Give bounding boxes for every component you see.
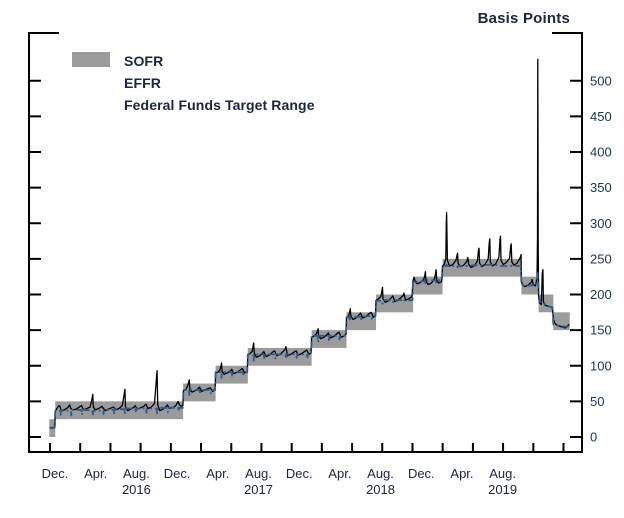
legend-item-effr: EFFR	[72, 53, 315, 92]
target-range-band	[538, 294, 554, 313]
x-year-label: 2017	[244, 482, 273, 497]
target-range-band	[376, 294, 414, 313]
y-tick-label: 0	[590, 430, 597, 445]
x-year-label: 2018	[366, 482, 395, 497]
x-tick-label: Apr.	[84, 466, 107, 481]
x-tick-label: Dec.	[286, 466, 313, 481]
legend-item-target-range: Federal Funds Target Range	[72, 52, 315, 114]
y-tick-label: 300	[590, 216, 612, 231]
x-tick-label: Aug.	[123, 466, 150, 481]
y-tick-label: 50	[590, 394, 604, 409]
legend-label: Federal Funds Target Range	[124, 97, 315, 113]
x-tick-label: Aug.	[245, 466, 272, 481]
y-tick-label: 400	[590, 145, 612, 160]
y-tick-label: 250	[590, 251, 612, 266]
x-year-label: 2016	[122, 482, 151, 497]
y-tick-label: 200	[590, 287, 612, 302]
y-tick-label: 450	[590, 109, 612, 124]
x-tick-label: Apr.	[450, 466, 473, 481]
x-tick-label: Apr.	[206, 466, 229, 481]
x-tick-label: Apr.	[328, 466, 351, 481]
legend: SOFR EFFR Federal Funds Target Range	[72, 52, 315, 114]
y-tick-label: 500	[590, 73, 612, 88]
x-tick-label: Dec.	[408, 466, 435, 481]
target-range-band	[55, 401, 184, 420]
y-tick-label: 100	[590, 358, 612, 373]
series-effr	[49, 263, 570, 429]
legend-label: EFFR	[124, 75, 161, 91]
x-year-label: 2019	[488, 482, 517, 497]
x-tick-label: Dec.	[42, 466, 69, 481]
x-tick-label: Dec.	[164, 466, 191, 481]
x-tick-label: Aug.	[367, 466, 394, 481]
y-tick-label: 350	[590, 180, 612, 195]
target-range-band	[442, 258, 522, 277]
target-range-band	[413, 276, 443, 295]
x-tick-label: Aug.	[489, 466, 516, 481]
y-tick-label: 150	[590, 323, 612, 338]
legend-label: SOFR	[124, 53, 164, 69]
y-axis-title: Basis Points	[477, 10, 570, 27]
series-sofr	[49, 58, 570, 430]
